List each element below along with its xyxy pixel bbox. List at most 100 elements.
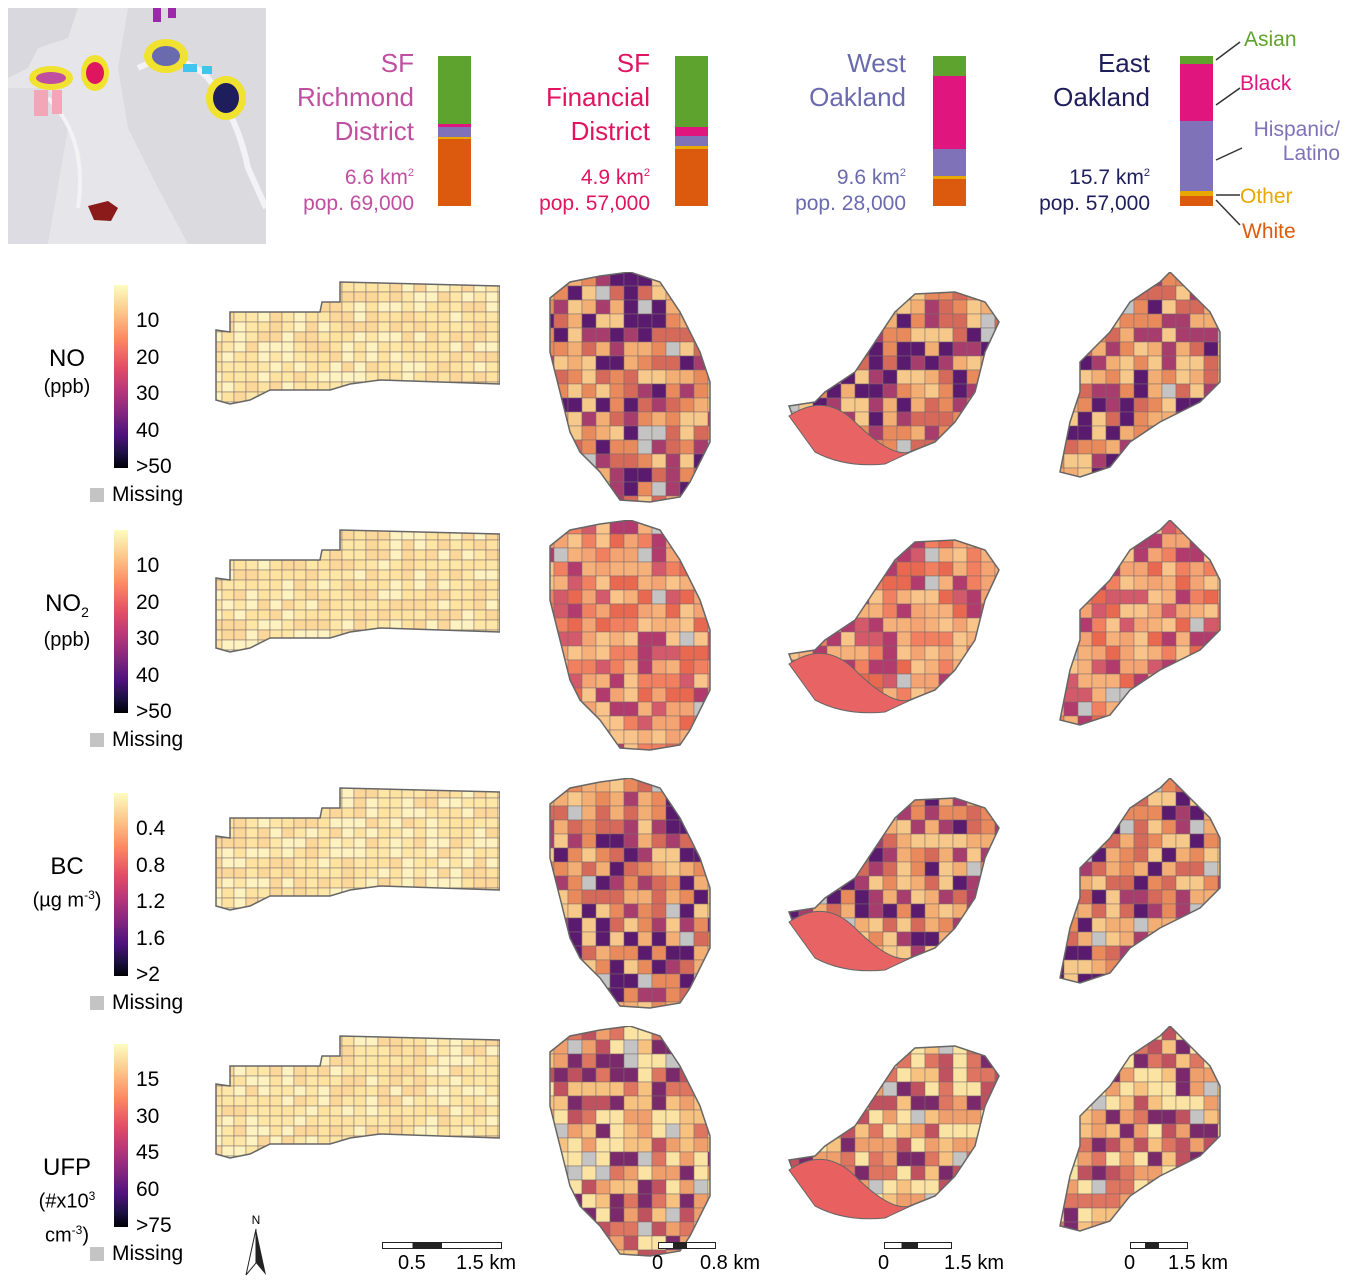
colorbar: [114, 793, 128, 976]
pollutant-label: BC(µg m-3): [22, 853, 112, 915]
colorbar-tick: 0.8: [136, 855, 165, 877]
pollution-map: [210, 778, 500, 1018]
bar-segment-asian: [675, 56, 708, 127]
bar-segment-hispanic: [933, 149, 966, 176]
colorbar-tick: 40: [136, 420, 159, 442]
missing-swatch: [90, 1247, 104, 1261]
scale-label: 1.5 km: [456, 1252, 516, 1275]
site-population: pop. 69,000: [303, 191, 414, 217]
pollution-map: [540, 272, 720, 512]
colorbar: [114, 530, 128, 713]
bar-segment-black: [675, 127, 708, 136]
race-composition-bar: [675, 56, 708, 206]
race-composition-bar: [1180, 56, 1213, 206]
site-marker-extra: [34, 90, 48, 116]
site-marker-west-oakland: [152, 46, 180, 66]
bar-segment-white: [1180, 196, 1213, 207]
colorbar-tick: 20: [136, 592, 159, 614]
pollution-map: [785, 520, 1015, 760]
pollution-map: [1050, 272, 1230, 512]
colorbar-tick: 1.2: [136, 891, 165, 913]
colorbar-tick: >50: [136, 456, 172, 478]
site-area: 9.6 km2: [795, 160, 906, 191]
colorbar-tick: 10: [136, 310, 159, 332]
missing-swatch: [90, 733, 104, 747]
pollution-map: [210, 272, 500, 512]
missing-legend: Missing: [90, 1242, 183, 1266]
colorbar-tick: >75: [136, 1215, 172, 1237]
bar-segment-asian: [933, 56, 966, 76]
legend-other: Other: [1240, 185, 1293, 209]
missing-swatch: [90, 488, 104, 502]
scale-bar: [382, 1242, 502, 1249]
site-marker-south: [88, 201, 118, 221]
colorbar-tick: 20: [136, 347, 159, 369]
scale-label: 0.5: [398, 1252, 426, 1275]
pollution-map: [540, 1026, 720, 1266]
pollution-map: [785, 1026, 1015, 1266]
bar-segment-hispanic: [1180, 121, 1213, 192]
colorbar-tick: 40: [136, 665, 159, 687]
colorbar-tick: 1.6: [136, 928, 165, 950]
legend-white: White: [1242, 220, 1296, 244]
bar-segment-asian: [438, 56, 471, 124]
missing-swatch: [90, 996, 104, 1010]
pollution-map: [540, 778, 720, 1018]
site-population: pop. 57,000: [1039, 191, 1150, 217]
pollution-map: [540, 520, 720, 760]
north-arrow: N: [244, 1213, 268, 1275]
pollutant-label: NO2(ppb): [22, 590, 112, 654]
site-area: 6.6 km2: [303, 160, 414, 191]
missing-legend: Missing: [90, 483, 183, 507]
site-marker-north: [153, 8, 161, 22]
legend-black: Black: [1240, 72, 1291, 96]
scale-bar: [884, 1242, 952, 1249]
colorbar-tick: >2: [136, 964, 160, 986]
bar-segment-asian: [1180, 56, 1213, 64]
scale-label: 1.5 km: [1168, 1252, 1228, 1275]
bar-segment-black: [933, 76, 966, 150]
missing-legend: Missing: [90, 728, 183, 752]
colorbar-tick: 30: [136, 383, 159, 405]
pollution-map: [1050, 1026, 1230, 1266]
colorbar-tick: 30: [136, 628, 159, 650]
bar-segment-hispanic: [438, 127, 471, 138]
scale-label: 0.8 km: [700, 1252, 760, 1275]
site-area: 15.7 km2: [1039, 160, 1150, 191]
colorbar-tick: 0.4: [136, 818, 165, 840]
scale-label: 1.5 km: [944, 1252, 1004, 1275]
pollution-map: [1050, 778, 1230, 1018]
pollution-map: [785, 778, 1015, 1018]
bar-segment-white: [675, 149, 708, 206]
missing-legend: Missing: [90, 991, 183, 1015]
site-area: 4.9 km2: [539, 160, 650, 191]
scale-label: 0: [878, 1252, 889, 1275]
bar-segment-black: [1180, 64, 1213, 121]
overview-inset-map: [8, 8, 266, 244]
colorbar-tick: >50: [136, 701, 172, 723]
pollutant-label: NO(ppb): [22, 345, 112, 401]
colorbar-tick: 45: [136, 1142, 159, 1164]
scale-bar: [658, 1242, 716, 1249]
pollution-map: [1050, 520, 1230, 760]
site-marker-richmond: [36, 72, 66, 84]
site-marker-financial: [86, 62, 104, 84]
colorbar-tick: 60: [136, 1179, 159, 1201]
colorbar-tick: 15: [136, 1069, 159, 1091]
site-marker-east-oakland: [213, 83, 239, 113]
race-composition-bar: [933, 56, 966, 206]
scale-label: 0: [652, 1252, 663, 1275]
colorbar: [114, 1044, 128, 1227]
race-composition-bar: [438, 56, 471, 206]
bar-segment-white: [438, 139, 471, 207]
bar-segment-hispanic: [675, 136, 708, 147]
colorbar-tick: 10: [136, 555, 159, 577]
